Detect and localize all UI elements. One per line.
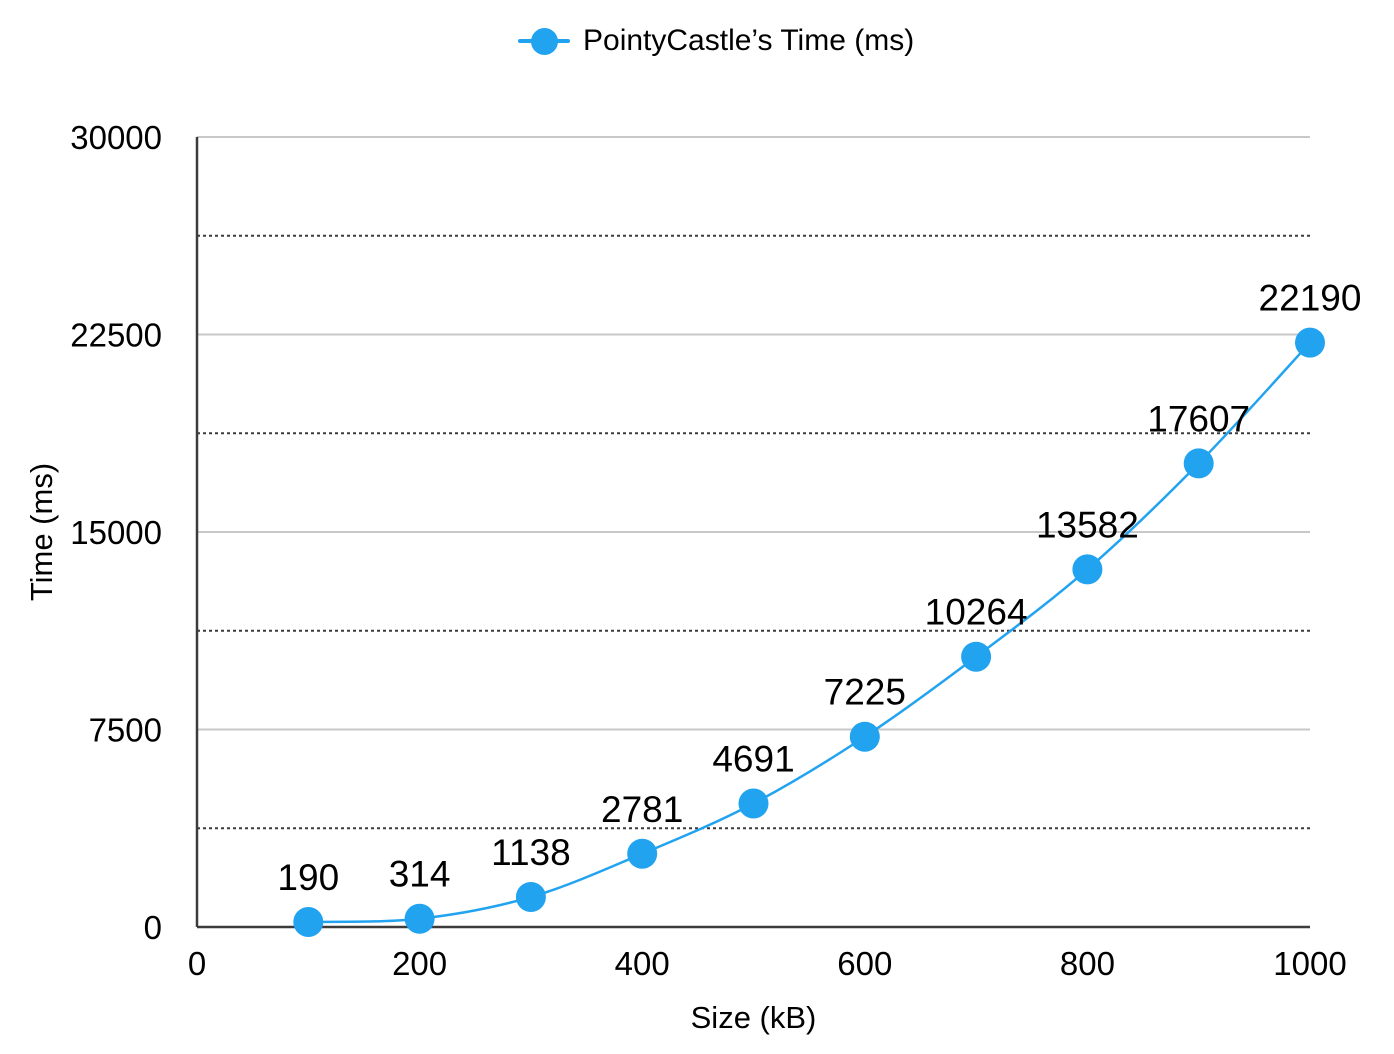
data-point <box>738 788 769 819</box>
y-tick-label: 22500 <box>70 317 162 354</box>
x-tick-label: 800 <box>1060 945 1115 982</box>
data-point-label: 7225 <box>824 672 906 713</box>
data-point <box>515 882 546 913</box>
data-point-label: 1138 <box>491 832 571 873</box>
data-point <box>293 906 324 937</box>
legend-point-marker-icon <box>518 27 570 55</box>
data-point-label: 22190 <box>1259 278 1362 319</box>
x-tick-label: 200 <box>392 945 447 982</box>
data-point <box>627 838 658 869</box>
data-point-label: 10264 <box>925 592 1028 633</box>
data-point <box>1295 327 1325 358</box>
x-axis-title: Size (kB) <box>690 1000 817 1035</box>
y-tick-label: 7500 <box>89 712 162 749</box>
x-tick-label: 0 <box>188 945 206 982</box>
data-point <box>961 641 992 672</box>
legend-dot-swatch <box>530 27 558 55</box>
series-line <box>308 341 1311 924</box>
y-tick-label: 0 <box>144 909 162 946</box>
data-point-label: 4691 <box>712 738 794 779</box>
x-tick-label: 1000 <box>1273 945 1346 982</box>
data-point-label: 314 <box>389 854 451 895</box>
data-point <box>404 903 435 934</box>
data-point-label: 17607 <box>1147 398 1250 439</box>
data-point-label: 13582 <box>1036 504 1139 545</box>
y-tick-label: 15000 <box>70 514 162 551</box>
legend-label: PointyCastle’s Time (ms) <box>583 24 915 57</box>
x-tick-label: 600 <box>837 945 892 982</box>
x-tick-label: 400 <box>615 945 670 982</box>
data-point <box>849 721 880 752</box>
data-point-label: 190 <box>277 857 339 898</box>
data-point-label: 2781 <box>601 789 683 830</box>
y-tick-label: 30000 <box>70 119 162 156</box>
data-point <box>1183 448 1214 479</box>
legend: PointyCastle’s Time (ms) <box>518 22 914 60</box>
data-point <box>1072 554 1103 585</box>
